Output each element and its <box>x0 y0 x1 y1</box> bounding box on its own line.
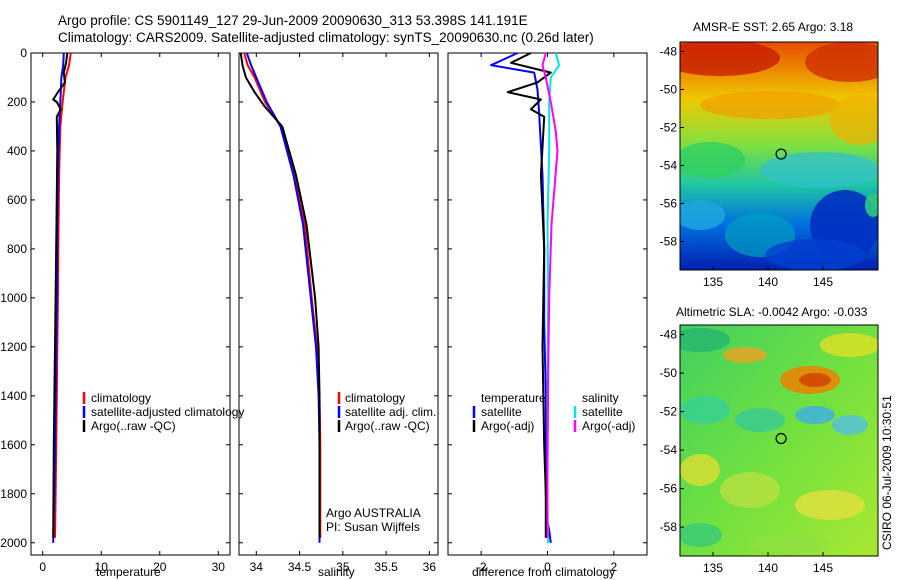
legend-temp-satellite: satellite <box>481 405 522 419</box>
figure-title-line-1: Argo profile: CS 5901149_127 29-Jun-2009… <box>58 13 528 28</box>
axis-ticks: 0 10 20 30020040060080010001200140016001800… <box>0 46 647 574</box>
x-tick-label: 34.5 <box>288 560 312 574</box>
x-tick-label: 10 <box>95 560 109 574</box>
x-tick-label: 36 <box>423 560 437 574</box>
y-tick-label: 1000 <box>0 291 27 305</box>
series-line <box>506 52 552 538</box>
y-tick-label: 800 <box>7 242 27 256</box>
legend-sal-satellite: satellite <box>582 405 623 419</box>
y-tick-label: 1600 <box>0 438 27 452</box>
x-tick-label: 35.5 <box>374 560 398 574</box>
series-line <box>54 52 72 538</box>
legend-temp-argo: Argo(-adj) <box>481 419 534 433</box>
y-tick-label: 2000 <box>0 536 27 550</box>
x-tick-label: 2 <box>610 560 617 574</box>
profile-lines <box>52 52 561 543</box>
salinity-axis-label: salinity <box>318 565 355 579</box>
legend-sal-argo: Argo(-adj) <box>582 419 635 433</box>
x-tick-label: 0 <box>544 560 551 574</box>
x-tick-label: 140 <box>758 275 778 289</box>
difference-legend: temperature satellite Argo(-adj) salinit… <box>472 391 635 433</box>
x-tick-label: 140 <box>758 561 778 575</box>
series-line <box>541 52 559 538</box>
salinity-axes <box>238 52 439 556</box>
y-tick-label: 400 <box>7 144 27 158</box>
legend-climatology: climatology <box>345 391 405 405</box>
salinity-legend: climatology satellite adj. clim. Argo(..… <box>337 391 436 433</box>
x-tick-label: 135 <box>703 275 723 289</box>
y-tick-label: 1200 <box>0 340 27 354</box>
sla-map-title: Altimetric SLA: -0.0042 Argo: -0.033 <box>676 305 868 319</box>
x-tick-label: -2 <box>476 560 487 574</box>
y-tick-label: -54 <box>660 443 678 457</box>
legend-satellite-adj: satellite adj. clim. <box>345 405 436 419</box>
x-tick-label: 34 <box>250 560 264 574</box>
y-tick-label: -52 <box>660 121 678 135</box>
y-tick-label: 1400 <box>0 389 27 403</box>
annotation-argo-australia: Argo AUSTRALIA <box>326 506 421 520</box>
legend-climatology: climatology <box>91 391 151 405</box>
legend-temperature-heading: temperature <box>481 391 546 405</box>
y-tick-label: -48 <box>660 328 678 342</box>
argo-location-marker <box>775 432 787 445</box>
sst-map-ticks: 135 140 145 -48 -50 -52 -54 -56 -58 <box>660 45 834 290</box>
x-tick-label: 20 <box>153 560 167 574</box>
y-tick-label: -52 <box>660 405 678 419</box>
difference-axis-label: difference from climatology <box>472 565 615 579</box>
x-tick-label: 0 <box>39 560 46 574</box>
figure-title-line-2: Climatology: CARS2009. Satellite-adjuste… <box>58 30 594 45</box>
temperature-legend: climatology satellite-adjusted climatolo… <box>82 391 244 433</box>
y-tick-label: 0 <box>20 46 27 60</box>
series-line <box>239 52 321 538</box>
legend-salinity-heading: salinity <box>582 391 619 405</box>
y-tick-label: -58 <box>660 235 678 249</box>
y-tick-label: -54 <box>660 159 678 173</box>
legend-argo: Argo(..raw -QC) <box>345 419 430 433</box>
x-tick-label: 35 <box>336 560 350 574</box>
sla-map-ticks: 135 140 145 -48 -50 -52 -54 -56 -58 <box>660 328 834 575</box>
y-tick-label: -58 <box>660 520 678 534</box>
y-tick-label: 200 <box>7 95 27 109</box>
y-tick-label: 1800 <box>0 487 27 501</box>
y-tick-label: 600 <box>7 193 27 207</box>
x-tick-label: 135 <box>703 561 723 575</box>
sla-map <box>680 325 878 556</box>
csiro-timestamp: CSIRO 06-Jul-2009 10:30:51 <box>880 395 894 550</box>
argo-location-marker <box>775 148 787 160</box>
x-tick-label: 30 <box>212 560 226 574</box>
y-tick-label: -50 <box>660 83 678 97</box>
series-line <box>490 52 552 543</box>
y-tick-label: -50 <box>660 366 678 380</box>
series-line <box>52 52 69 538</box>
legend-argo: Argo(..raw -QC) <box>91 419 176 433</box>
x-tick-label: 145 <box>813 561 833 575</box>
y-tick-label: -56 <box>660 197 678 211</box>
annotation-pi: PI: Susan Wijffels <box>326 520 420 534</box>
temperature-axes <box>30 52 231 556</box>
y-tick-label: -48 <box>660 45 678 59</box>
sst-map-title: AMSR-E SST: 2.65 Argo: 3.18 <box>693 20 853 34</box>
legend-satellite-adjusted: satellite-adjusted climatology <box>91 405 244 419</box>
y-tick-label: -56 <box>660 482 678 496</box>
x-tick-label: 145 <box>813 275 833 289</box>
sst-map <box>680 42 878 270</box>
temperature-axis-label: temperature <box>96 565 161 579</box>
